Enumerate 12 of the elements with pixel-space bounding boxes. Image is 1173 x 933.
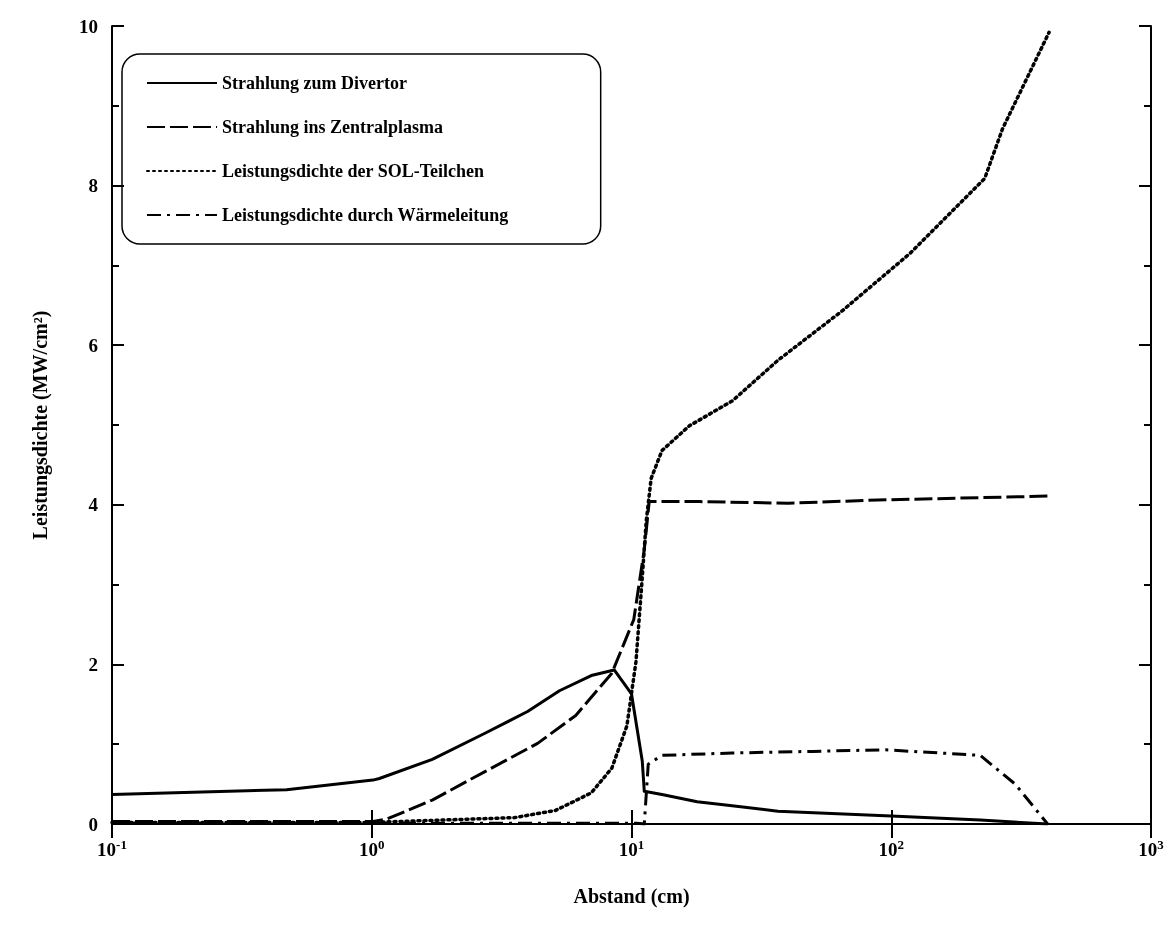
- y-tick-label: 0: [88, 813, 98, 835]
- x-axis-title: Abstand (cm): [573, 885, 690, 908]
- legend-label: Leistungsdichte der SOL-Teilchen: [222, 161, 485, 181]
- y-tick-label: 4: [88, 494, 99, 516]
- legend-label: Leistungsdichte durch Wärmeleitung: [222, 205, 509, 225]
- y-tick-label: 10: [79, 15, 98, 37]
- y-tick-label: 6: [88, 334, 98, 356]
- y-tick-label: 2: [88, 653, 98, 675]
- y-axis-title: Leistungsdichte (MW/cm²): [29, 310, 52, 540]
- y-tick-label: 8: [88, 175, 98, 197]
- legend-label: Strahlung zum Divertor: [222, 73, 407, 93]
- legend-label: Strahlung ins Zentralplasma: [222, 117, 444, 137]
